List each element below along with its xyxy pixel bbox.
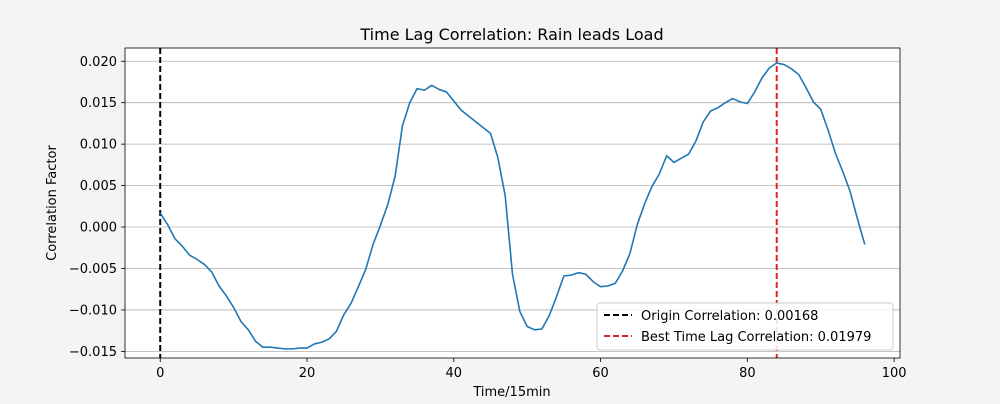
y-tick-label-6: 0.015: [80, 96, 117, 111]
legend-label-best-lag: Best Time Lag Correlation: 0.01979: [641, 330, 871, 345]
x-tick-label-3: 60: [592, 366, 609, 381]
series-line-0: [159, 62, 866, 350]
x-tick-label-4: 80: [739, 366, 756, 381]
legend-box: [596, 302, 894, 351]
y-tick-label-3: 0.000: [80, 221, 117, 236]
y-tick-label-5: 0.010: [80, 138, 117, 153]
y-tick-label-2: −0.005: [69, 262, 117, 277]
legend: Origin Correlation: 0.00168 Best Time La…: [596, 302, 894, 351]
x-tick-label-2: 40: [446, 366, 463, 381]
y-tick-label-7: 0.020: [80, 55, 117, 70]
legend-label-origin: Origin Correlation: 0.00168: [641, 309, 818, 324]
axes-frame: [124, 47, 901, 359]
y-tick-label-1: −0.010: [69, 303, 117, 318]
chart-title: Time Lag Correlation: Rain leads Load: [359, 25, 663, 44]
x-tick-label-0: 0: [156, 366, 164, 381]
x-tick-label-5: 100: [882, 366, 907, 381]
x-tick-label-1: 20: [299, 366, 316, 381]
y-axis-label: Correlation Factor: [45, 145, 60, 261]
y-tick-label-4: 0.005: [80, 179, 117, 194]
x-axis-label: Time/15min: [472, 385, 550, 400]
y-tick-label-0: −0.015: [69, 345, 117, 360]
